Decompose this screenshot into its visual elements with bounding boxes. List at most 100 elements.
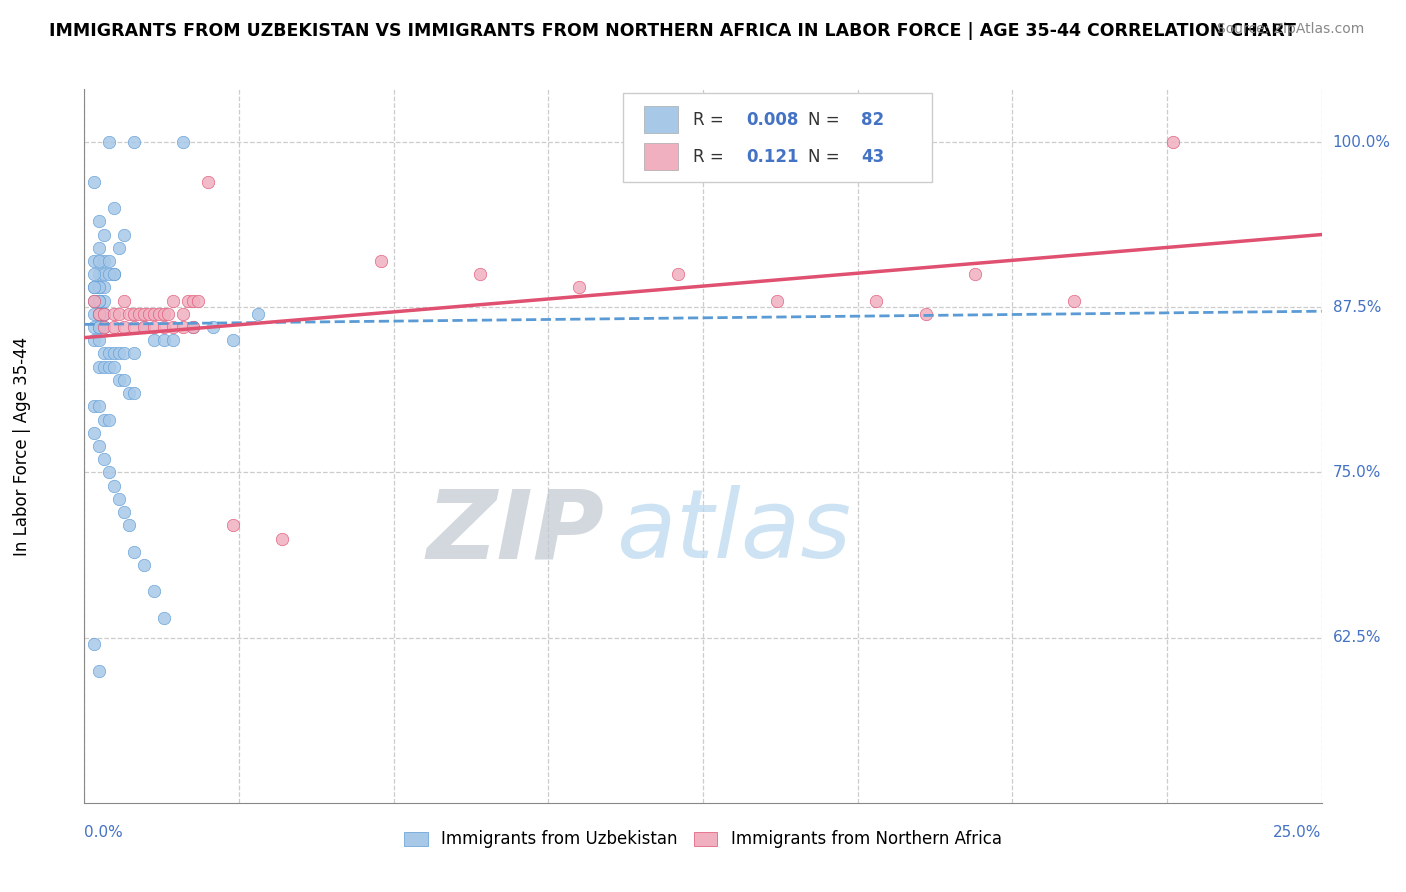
Point xyxy=(93,307,115,321)
Point xyxy=(93,452,115,467)
Point xyxy=(98,359,121,374)
Point xyxy=(103,478,125,492)
Point xyxy=(172,135,194,149)
Point xyxy=(89,359,111,374)
Point xyxy=(128,307,150,321)
Point xyxy=(202,320,225,334)
Point xyxy=(118,307,141,321)
Point xyxy=(83,637,105,651)
Point xyxy=(132,320,155,334)
Point xyxy=(108,346,131,360)
Point xyxy=(89,307,111,321)
FancyBboxPatch shape xyxy=(644,106,678,133)
Point xyxy=(142,584,165,599)
Point xyxy=(98,254,121,268)
Point xyxy=(89,241,111,255)
Point xyxy=(187,293,209,308)
Point xyxy=(108,241,131,255)
Point xyxy=(103,267,125,281)
Text: atlas: atlas xyxy=(616,485,852,578)
Point xyxy=(152,307,174,321)
Point xyxy=(103,307,125,321)
Text: N =: N = xyxy=(808,111,845,128)
Point xyxy=(177,293,200,308)
Point xyxy=(83,293,105,308)
Point xyxy=(112,293,135,308)
Point xyxy=(89,307,111,321)
Point xyxy=(172,307,194,321)
Text: 0.121: 0.121 xyxy=(747,148,799,166)
Text: IMMIGRANTS FROM UZBEKISTAN VS IMMIGRANTS FROM NORTHERN AFRICA IN LABOR FORCE | A: IMMIGRANTS FROM UZBEKISTAN VS IMMIGRANTS… xyxy=(49,22,1296,40)
Text: 75.0%: 75.0% xyxy=(1333,465,1381,480)
Point xyxy=(83,254,105,268)
Point xyxy=(122,346,145,360)
Text: R =: R = xyxy=(693,148,734,166)
Point xyxy=(222,518,245,533)
Point xyxy=(93,293,115,308)
Point xyxy=(162,320,184,334)
Point xyxy=(103,359,125,374)
Point xyxy=(142,320,165,334)
Point xyxy=(83,333,105,347)
Point xyxy=(93,307,115,321)
Point xyxy=(118,518,141,533)
Point xyxy=(89,254,111,268)
Point xyxy=(83,175,105,189)
Point xyxy=(89,307,111,321)
FancyBboxPatch shape xyxy=(644,143,678,170)
Point xyxy=(142,333,165,347)
Point xyxy=(103,267,125,281)
Point xyxy=(568,280,591,294)
Text: Source: ZipAtlas.com: Source: ZipAtlas.com xyxy=(1216,22,1364,37)
Point xyxy=(89,214,111,228)
Point xyxy=(89,333,111,347)
Point xyxy=(162,293,184,308)
Point xyxy=(89,293,111,308)
Point xyxy=(83,293,105,308)
Point xyxy=(122,307,145,321)
Point xyxy=(470,267,492,281)
Text: 100.0%: 100.0% xyxy=(1333,135,1391,150)
Point xyxy=(122,135,145,149)
Point xyxy=(162,333,184,347)
Text: N =: N = xyxy=(808,148,845,166)
Point xyxy=(103,346,125,360)
Text: 0.0%: 0.0% xyxy=(84,825,124,840)
Point xyxy=(83,280,105,294)
Text: 25.0%: 25.0% xyxy=(1274,825,1322,840)
Point xyxy=(122,545,145,559)
Text: 43: 43 xyxy=(862,148,884,166)
Point xyxy=(152,333,174,347)
Point xyxy=(108,373,131,387)
Point xyxy=(89,439,111,453)
Point xyxy=(83,307,105,321)
Point xyxy=(93,254,115,268)
Point xyxy=(766,293,789,308)
Point xyxy=(89,293,111,308)
Point xyxy=(152,320,174,334)
Point xyxy=(83,267,105,281)
Point xyxy=(865,293,887,308)
Point xyxy=(122,386,145,401)
FancyBboxPatch shape xyxy=(623,93,932,182)
Point xyxy=(370,254,392,268)
Point xyxy=(271,532,294,546)
Point xyxy=(98,412,121,426)
Point xyxy=(246,307,269,321)
Point xyxy=(666,267,689,281)
Point xyxy=(83,400,105,414)
Point xyxy=(83,280,105,294)
Point xyxy=(89,280,111,294)
Point xyxy=(172,320,194,334)
Point xyxy=(83,320,105,334)
Point xyxy=(112,346,135,360)
Point xyxy=(89,293,111,308)
Point xyxy=(93,359,115,374)
Point xyxy=(98,466,121,480)
Point xyxy=(138,307,160,321)
Point xyxy=(89,307,111,321)
Point xyxy=(132,307,155,321)
Text: 62.5%: 62.5% xyxy=(1333,630,1381,645)
Point xyxy=(197,175,219,189)
Point xyxy=(89,267,111,281)
